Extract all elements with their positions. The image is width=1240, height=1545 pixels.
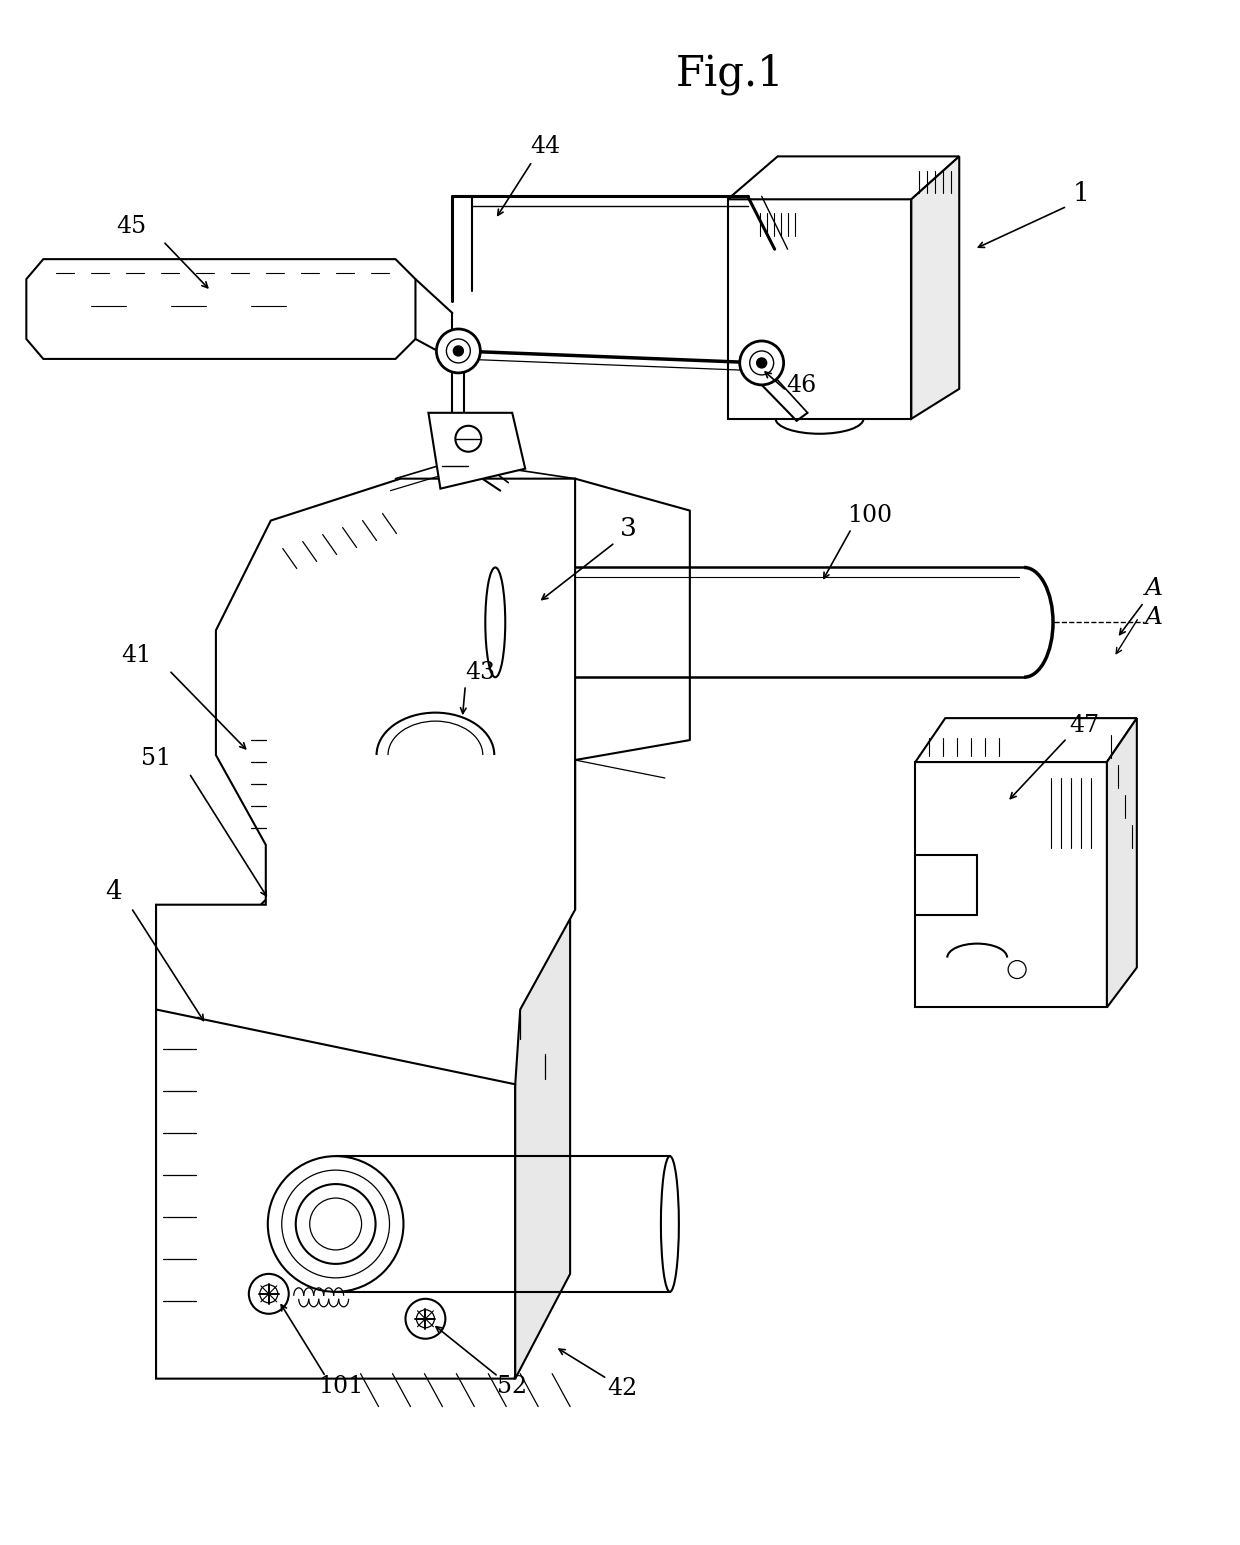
Polygon shape: [728, 199, 911, 419]
Polygon shape: [429, 413, 526, 488]
Text: A: A: [1145, 606, 1163, 629]
Polygon shape: [728, 156, 960, 199]
Circle shape: [455, 426, 481, 451]
Text: 43: 43: [465, 661, 495, 684]
Circle shape: [405, 1299, 445, 1338]
Circle shape: [441, 451, 469, 479]
Text: 46: 46: [786, 374, 817, 397]
Circle shape: [249, 1275, 289, 1313]
Text: 41: 41: [122, 644, 151, 667]
Circle shape: [436, 329, 480, 372]
Text: 45: 45: [117, 215, 146, 238]
Polygon shape: [156, 899, 570, 1009]
Circle shape: [740, 341, 784, 385]
Polygon shape: [911, 156, 960, 419]
Polygon shape: [156, 479, 575, 1085]
Polygon shape: [156, 1009, 516, 1378]
Circle shape: [454, 346, 464, 355]
Polygon shape: [455, 899, 570, 1378]
Text: 3: 3: [620, 516, 636, 541]
Polygon shape: [915, 762, 1107, 1007]
Text: 52: 52: [497, 1375, 527, 1398]
Polygon shape: [915, 718, 1137, 762]
Text: 51: 51: [141, 746, 171, 769]
Text: 47: 47: [1069, 714, 1099, 737]
Text: 1: 1: [1073, 181, 1090, 205]
Circle shape: [268, 1156, 403, 1292]
Text: 44: 44: [529, 134, 560, 158]
Text: 100: 100: [847, 504, 892, 527]
Circle shape: [756, 358, 766, 368]
Text: 42: 42: [606, 1377, 637, 1400]
Text: 4: 4: [104, 879, 122, 904]
Ellipse shape: [485, 567, 505, 677]
Text: Fig.1: Fig.1: [676, 53, 784, 94]
Circle shape: [295, 1183, 376, 1264]
Text: 101: 101: [317, 1375, 363, 1398]
Polygon shape: [1107, 718, 1137, 1007]
Text: A: A: [1145, 576, 1163, 599]
Polygon shape: [26, 260, 415, 358]
Ellipse shape: [661, 1156, 678, 1292]
